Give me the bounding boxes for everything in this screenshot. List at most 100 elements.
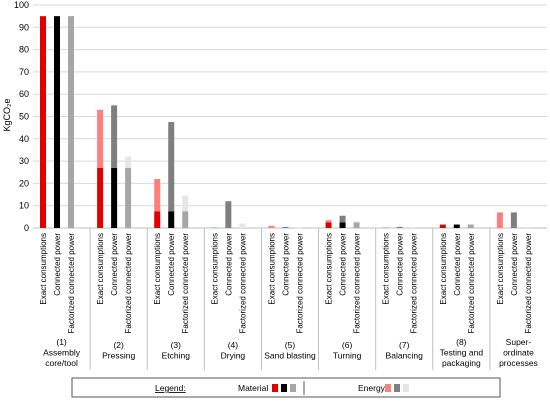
bar-label: Exact consumptions	[96, 233, 105, 305]
legend: Legend: Material Energy	[71, 377, 501, 398]
bar-energy	[396, 226, 403, 228]
legend-swatch-material	[272, 384, 278, 392]
bar-label: Connected power	[396, 233, 405, 296]
bar-label: Factorized connected power	[295, 233, 304, 334]
bar-energy	[467, 223, 474, 225]
bar-label: Connected power	[53, 233, 62, 296]
group-number: (3)	[171, 340, 182, 350]
bar-energy	[168, 122, 175, 212]
bar-energy	[268, 225, 275, 228]
bar-material	[182, 211, 189, 228]
group-separators	[89, 228, 491, 370]
bar-label: Factorized connected power	[353, 233, 362, 334]
group-name: Sand blasting	[264, 351, 316, 361]
legend-swatch-energy	[394, 384, 400, 392]
group-number: (7)	[399, 340, 410, 350]
bar-label: Connected power	[453, 233, 462, 296]
group-number: (5)	[285, 340, 296, 350]
bar-material	[54, 16, 60, 229]
bar-label: Connected power	[510, 233, 519, 296]
bar-label: Exact consumptions	[267, 233, 276, 305]
group-number: (4)	[228, 340, 239, 350]
bar-material	[125, 167, 132, 228]
bar-material	[68, 16, 74, 229]
y-tick-label: 20	[19, 178, 29, 188]
legend-energy-label: Energy	[358, 383, 386, 393]
bar-energy	[382, 227, 389, 228]
y-tick-label: 60	[19, 89, 29, 99]
bar-label: Exact consumptions	[382, 233, 391, 305]
bar-label: Connected power	[167, 233, 176, 296]
bars	[40, 16, 531, 229]
group-name: Assembly	[43, 348, 81, 358]
legend-swatch-material	[290, 384, 296, 392]
bar-label: Factorized connected power	[410, 233, 419, 334]
y-tick-label: 90	[19, 22, 29, 32]
bar-material	[111, 167, 118, 228]
bar-energy	[339, 215, 346, 223]
group-name: packaging	[442, 358, 481, 368]
bar-label: Connected power	[281, 233, 290, 296]
bar-label: Exact consumptions	[210, 233, 219, 305]
bar-material	[168, 211, 175, 228]
group-number: (1)	[56, 337, 67, 347]
bar-material	[325, 222, 332, 228]
legend-swatch-material	[281, 384, 287, 392]
bar-energy	[282, 226, 289, 228]
bar-energy	[182, 195, 189, 212]
bar-energy	[496, 212, 503, 228]
group-name: Testing and	[440, 348, 484, 358]
y-axis-ticks: 0 10 20 30 40 50 60 70 80 90 100	[14, 0, 29, 233]
bar-material	[339, 222, 346, 228]
group-name: ordinate	[503, 348, 534, 358]
group-number: (2)	[113, 340, 124, 350]
legend-swatches	[272, 384, 409, 392]
bar-material	[439, 224, 446, 228]
bar-label: Connected power	[224, 233, 233, 296]
legend-material-label: Material	[238, 383, 268, 393]
bar-energy	[125, 156, 132, 168]
bar-label: Factorized connected power	[67, 233, 76, 334]
bar-energy	[211, 227, 218, 228]
bar-material	[97, 167, 104, 228]
bar-label: Factorized connected power	[524, 233, 533, 334]
bar-label: Connected power	[110, 233, 119, 296]
bar-energy	[225, 201, 232, 228]
group-name: Drying	[221, 351, 246, 361]
y-axis-label: KgCO₂e	[2, 98, 12, 131]
group-name: Turning	[333, 351, 362, 361]
group-name: core/tool	[45, 358, 78, 368]
bar-energy	[111, 105, 118, 168]
y-tick-label: 40	[19, 134, 29, 144]
bar-label: Factorized connected power	[124, 233, 133, 334]
bar-labels: Exact consumptions Connected power Factori…	[39, 233, 533, 334]
bar-label: Exact consumptions	[39, 233, 48, 305]
bar-material	[154, 211, 161, 228]
bar-energy	[325, 220, 332, 223]
group-name: Pressing	[102, 351, 135, 361]
bar-material	[353, 222, 360, 228]
group-number: (8)	[456, 337, 467, 347]
y-tick-label: 100	[14, 0, 29, 10]
bar-label: Factorized connected power	[181, 233, 190, 334]
bar-label: Exact consumptions	[439, 233, 448, 305]
bar-label: Exact consumptions	[325, 233, 334, 305]
y-tick-label: 80	[19, 45, 29, 55]
bar-energy	[97, 109, 104, 168]
y-tick-label: 50	[19, 112, 29, 122]
bar-energy	[239, 223, 246, 228]
group-name: Super-	[506, 337, 532, 347]
gridlines	[33, 4, 547, 229]
y-tick-label: 70	[19, 67, 29, 77]
y-tick-label: 0	[24, 223, 29, 233]
bar-energy	[510, 212, 517, 228]
bar-label: Exact consumptions	[496, 233, 505, 305]
bar-label: Exact consumptions	[153, 233, 162, 305]
bar-energy	[296, 227, 303, 228]
y-tick-label: 30	[19, 156, 29, 166]
bar-material	[453, 224, 460, 228]
bar-label: Factorized connected power	[238, 233, 247, 334]
legend-swatch-energy	[403, 384, 409, 392]
